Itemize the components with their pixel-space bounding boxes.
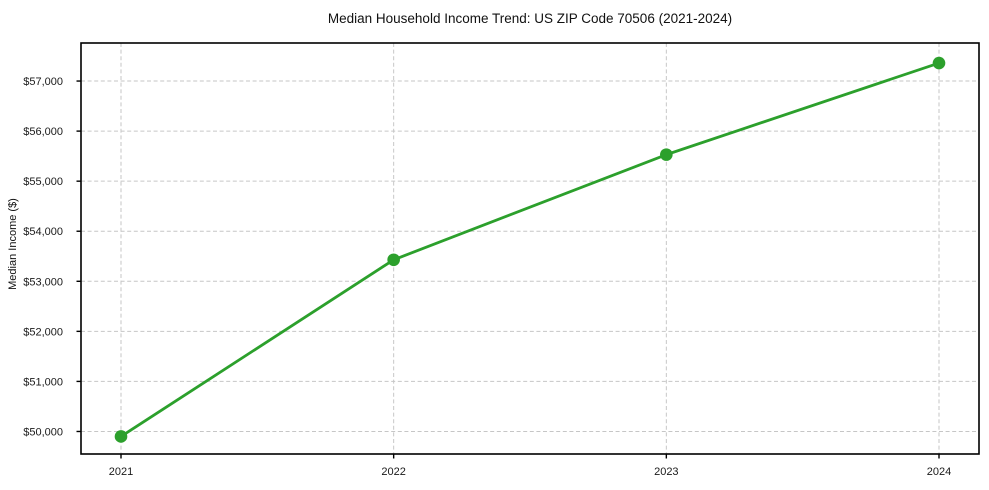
y-tick-labels: $50,000 $51,000 $52,000 $53,000 $54,000 $55,0… [23,76,63,438]
data-point [932,56,946,70]
x-tick-labels: 2021 2022 2023 2024 [109,466,951,478]
y-axis-label: Median Income ($) [7,198,19,290]
y-tick-label: $55,000 [23,176,63,188]
trend-line [119,61,941,438]
data-point [387,253,400,267]
plot-frame [80,42,980,455]
y-tick-label: $54,000 [23,226,63,238]
y-tick-label: $56,000 [23,126,63,138]
y-tick-label: $51,000 [23,376,63,388]
x-tick-label: 2024 [927,466,951,478]
y-tick-label: $52,000 [23,326,63,338]
data-point [114,430,128,443]
data-series [114,56,946,443]
x-tick-label: 2023 [654,466,678,478]
y-tick-label: $57,000 [23,76,63,88]
chart-title: Median Household Income Trend: US ZIP Co… [328,11,732,26]
x-tick-label: 2021 [109,466,133,478]
data-point [660,148,673,161]
gridlines [81,43,979,454]
x-tick-label: 2022 [381,466,405,478]
axis-ticks [76,80,940,459]
y-tick-label: $50,000 [23,426,63,438]
y-tick-label: $53,000 [23,276,63,288]
